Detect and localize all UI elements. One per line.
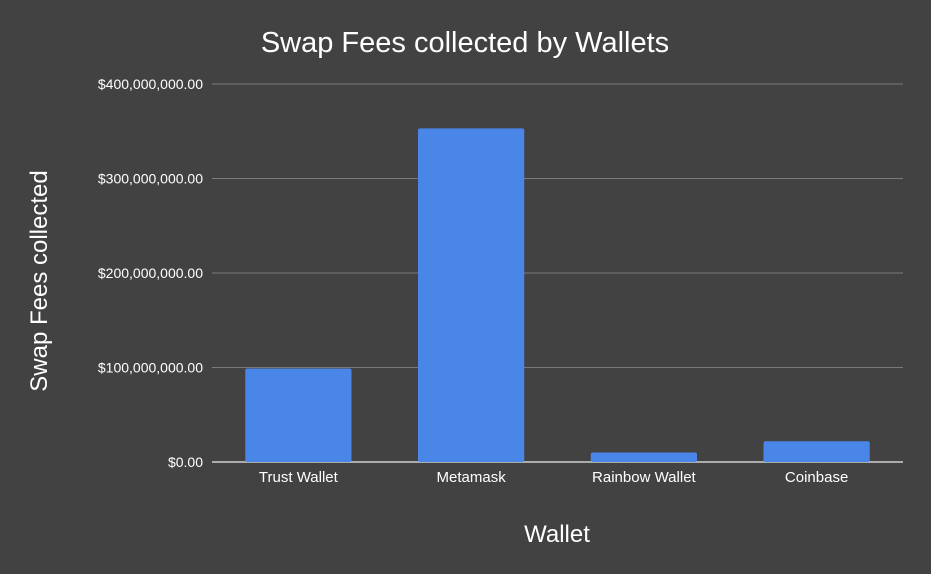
x-tick-label: Metamask xyxy=(437,469,507,486)
chart-title: Swap Fees collected by Wallets xyxy=(261,27,669,59)
x-tick-label: Rainbow Wallet xyxy=(592,469,696,486)
y-axis-label: Swap Fees collected xyxy=(26,170,53,391)
y-tick-label: $300,000,000.00 xyxy=(98,171,203,187)
x-tick-label: Coinbase xyxy=(785,469,848,486)
y-tick-label: $200,000,000.00 xyxy=(98,265,203,281)
y-tick-label: $0.00 xyxy=(168,454,203,470)
x-tick-label: Trust Wallet xyxy=(259,469,339,486)
bar xyxy=(590,452,697,462)
y-tick-labels: $0.00 $100,000,000.00 $200,000,000.00 $300,… xyxy=(98,76,203,470)
bar xyxy=(763,441,870,462)
y-tick-label: $100,000,000.00 xyxy=(98,360,203,376)
x-axis-label: Wallet xyxy=(524,521,590,548)
bars xyxy=(245,128,870,463)
bar xyxy=(418,128,525,463)
x-tick-labels: Trust Wallet Metamask Rainbow Wallet Coinba… xyxy=(259,469,848,486)
bar xyxy=(245,368,352,462)
y-tick-label: $400,000,000.00 xyxy=(98,76,203,92)
